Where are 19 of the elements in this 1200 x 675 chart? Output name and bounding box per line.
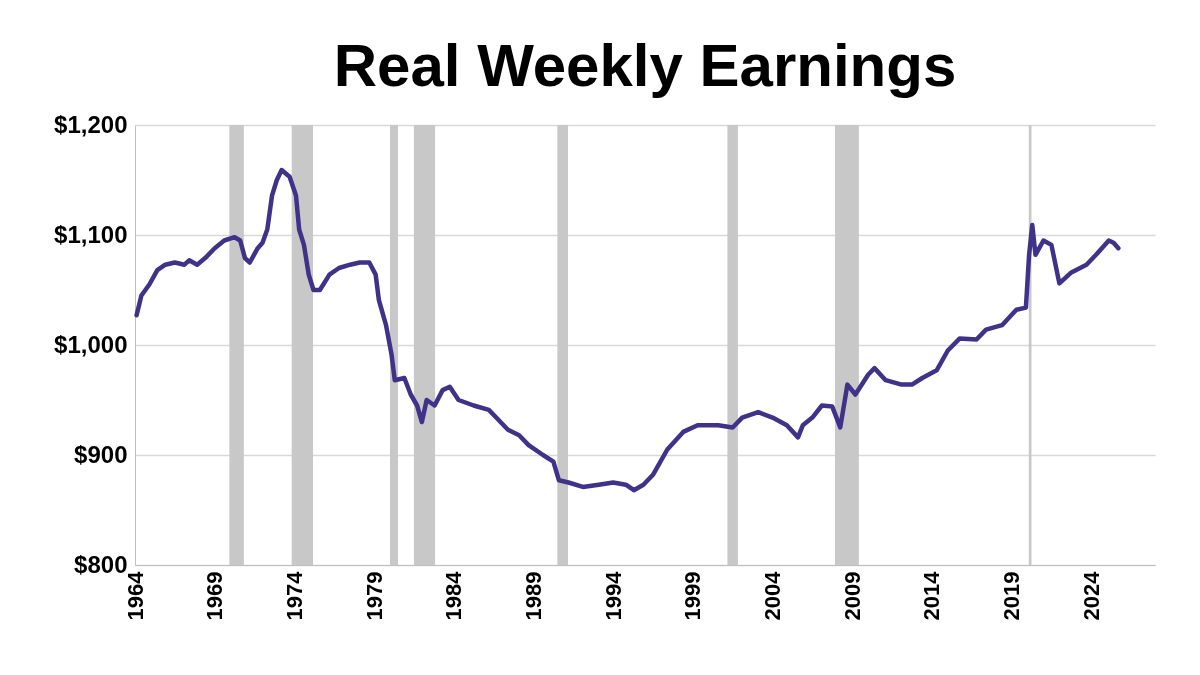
x-tick-label: 1969 <box>202 571 228 621</box>
x-tick-label: 2024 <box>1078 570 1104 621</box>
x-tick-label: 1974 <box>281 570 307 621</box>
x-tick-label: 2014 <box>919 570 945 621</box>
x-tick-label: 2019 <box>999 571 1025 621</box>
y-tick-label: $1,200 <box>54 110 128 138</box>
line-series <box>134 167 1121 493</box>
x-tick-label: 1999 <box>680 571 706 621</box>
y-tick-label: $800 <box>74 550 128 578</box>
x-tick-label: 2009 <box>839 571 865 621</box>
y-tick-label: $900 <box>74 440 128 468</box>
y-tick-label: $1,100 <box>54 220 128 248</box>
x-tick-label: 1979 <box>361 571 387 621</box>
x-tick-label: 1984 <box>441 570 467 621</box>
x-tick-label: 1989 <box>520 571 546 621</box>
x-tick-label: 1994 <box>600 570 626 621</box>
x-tick-label: 2004 <box>760 570 785 621</box>
y-tick-label: $1,000 <box>54 330 128 358</box>
chart-title: Real Weekly Earnings <box>333 32 957 99</box>
